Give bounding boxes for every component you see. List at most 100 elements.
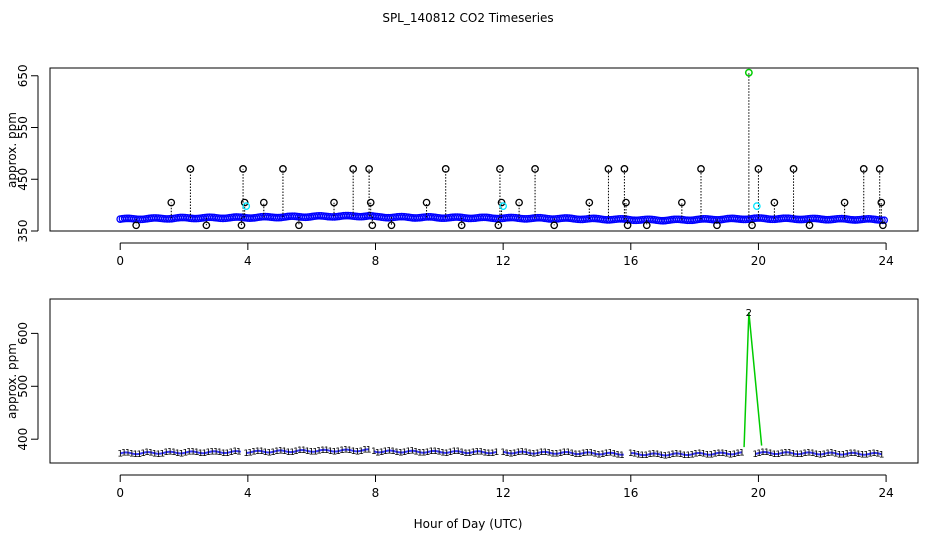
filtered-point: 1 [787,449,793,459]
spikes-point [167,198,176,207]
filtered-point: 1 [394,448,400,458]
filtered-point: 1 [558,449,564,459]
bottom-x-tick-label: 0 [116,486,124,500]
filtered-point: 1 [756,449,762,459]
filtered-point: 1 [697,449,703,459]
filtered-point: 1 [600,450,606,460]
filtered-point: 1 [482,449,488,459]
filtered-point: 1 [783,448,789,458]
flagged-point [242,202,251,211]
filtered-point: 1 [228,448,234,458]
filtered-point: 1 [247,448,253,458]
filtered-point: 1 [440,449,446,459]
filtered-point: 1 [140,449,146,459]
filtered-point: 1 [814,450,820,460]
filtered-point: 1 [643,451,649,461]
filtered-point: 1 [573,450,579,460]
filtered-point: 1 [148,448,154,458]
filtered-point: 1 [436,448,442,458]
filtered-point: 1 [860,451,866,461]
filtered-point: 1 [852,449,858,459]
filtered-point: 1 [444,449,450,459]
spikes-point [840,198,849,207]
filtered-point: 1 [674,449,680,459]
filtered-point: 1 [739,448,745,458]
filtered-point: 1 [724,450,730,460]
filtered-point: 1 [402,448,408,458]
bottom-y-tick-label: 600 [16,322,30,345]
filtered-point: 1 [486,449,492,459]
filtered-point: 1 [213,447,219,457]
filtered-point: 1 [179,449,185,459]
filtered-point: 1 [417,448,423,458]
filtered-point: 1 [282,447,288,457]
filtered-point: 1 [236,447,242,457]
filtered-point: 1 [324,446,330,456]
bottom-x-tick-label: 12 [496,486,511,500]
bottom-x-tick-label: 4 [244,486,252,500]
filtered-point: 1 [144,448,150,458]
filtered-point: 1 [685,451,691,461]
dips-point [642,221,651,230]
filtered-point: 1 [125,449,131,459]
filtered-point: 1 [689,450,695,460]
filtered-point: 1 [297,446,303,456]
filtered-point: 1 [406,447,412,457]
filtered-point: 1 [720,449,726,459]
filtered-point: 1 [136,450,142,460]
filtered-point: 1 [879,450,885,460]
filtered-point: 1 [343,446,349,456]
filtered-point: 1 [840,451,846,461]
filtered-point: 1 [531,450,537,460]
filtered-point: 1 [335,447,341,457]
filtered-point: 1 [519,448,525,458]
spikes-point [875,165,884,173]
filtered-point: 1 [666,451,672,461]
bottom-plot-frame [49,298,919,464]
bottom-y-tick-label: 400 [16,428,30,451]
dips-point [295,221,303,230]
dips-point [879,221,887,230]
filtered-point: 1 [542,448,548,458]
filtered-point: 1 [386,447,392,457]
dips-point [457,221,466,230]
filtered-point: 1 [209,447,215,457]
filtered-point: 1 [592,450,598,460]
filtered-point: 1 [856,450,862,460]
dips-point [368,221,377,230]
filtered-point: 1 [331,448,337,458]
top-panel: approx. ppm 0 4 8 12 16 20 24 350 450 550 650 [5,64,919,268]
filtered-point: 1 [383,447,389,457]
filtered-point: 1 [351,447,357,457]
filtered-point: 1 [478,448,484,458]
filtered-point: 1 [205,448,211,458]
filtered-point: 1 [779,449,785,459]
filtered-point: 1 [825,449,831,459]
top-y-tick-label: 550 [16,116,30,139]
filtered-line [755,451,882,456]
bottom-x-tick-label: 20 [751,486,766,500]
bottom-x-tick-label: 8 [372,486,380,500]
filtered-point: 1 [259,447,265,457]
figure-title: SPL_140812 CO2 Timeseries [382,11,553,25]
filtered-point: 1 [772,450,778,460]
spikes-point [515,198,523,207]
filtered-point: 1 [867,450,873,460]
spikes-point [754,165,763,173]
filtered-point: 1 [693,449,699,459]
spikes-point [349,165,358,173]
filtered-point: 1 [611,449,617,459]
filtered-point: 1 [798,450,804,460]
top-plot-frame [49,67,919,232]
spikes-point [789,165,798,173]
spikes-point [330,198,338,207]
filtered-point: 1 [167,448,173,458]
flagged-point [752,202,761,211]
spikes-point [186,165,195,173]
filtered-point: 1 [678,450,684,460]
filtered-point: 1 [655,450,661,460]
filtered-point: 1 [217,448,223,458]
filtered-point: 1 [289,448,295,458]
filtered-point: 1 [701,450,707,460]
